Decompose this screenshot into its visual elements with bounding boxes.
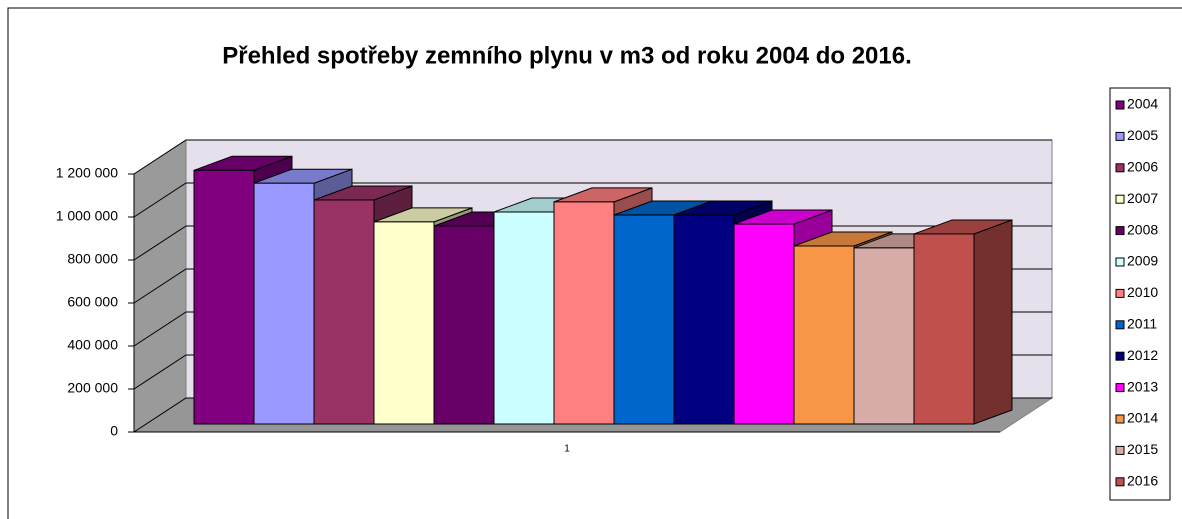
bar	[433, 225, 495, 425]
bar	[313, 199, 375, 425]
x-tick-label: 1	[564, 444, 570, 455]
legend-label: 2015	[1127, 441, 1158, 457]
legend-swatch	[1115, 320, 1125, 330]
y-tick-label: 0	[110, 423, 118, 439]
legend-swatch	[1115, 226, 1125, 236]
bar	[853, 247, 915, 425]
legend-label: 2007	[1127, 190, 1158, 206]
legend-label: 2013	[1127, 378, 1158, 394]
chart-title: Přehled spotřeby zemního plynu v m3 od r…	[222, 42, 912, 69]
legend-swatch	[1115, 414, 1125, 424]
grid-line	[133, 139, 1052, 175]
legend-swatch	[1115, 163, 1125, 173]
bar	[733, 223, 795, 425]
legend-swatch	[1115, 351, 1125, 361]
legend-label: 2009	[1127, 253, 1158, 269]
legend-label: 2008	[1127, 221, 1158, 237]
chart-frame	[7, 7, 1182, 519]
y-tick-label: 1 200 000	[56, 165, 118, 181]
legend-label: 2011	[1127, 316, 1157, 332]
legend-swatch	[1115, 288, 1125, 298]
legend-swatch	[1115, 383, 1125, 393]
legend-label: 2012	[1127, 347, 1158, 363]
legend-label: 2005	[1127, 127, 1158, 143]
y-tick-label: 800 000	[67, 251, 118, 267]
y-tick-label: 1 000 000	[56, 208, 118, 224]
legend-swatch	[1115, 131, 1125, 141]
legend-swatch	[1115, 445, 1125, 455]
legend-label: 2006	[1127, 159, 1158, 175]
bar	[253, 182, 315, 425]
legend-swatch	[1115, 100, 1125, 110]
bar	[493, 211, 555, 425]
bar	[193, 169, 255, 425]
legend-swatch	[1115, 194, 1125, 204]
legend-swatch	[1115, 257, 1125, 267]
bar	[793, 245, 855, 425]
y-tick-label: 600 000	[67, 294, 118, 310]
y-tick-label: 400 000	[67, 337, 118, 353]
bar	[673, 214, 735, 425]
legend-swatch	[1115, 477, 1125, 487]
bar	[913, 233, 975, 425]
legend-label: 2014	[1127, 410, 1158, 426]
bar	[373, 221, 435, 425]
bar	[613, 214, 675, 425]
legend-label: 2010	[1127, 284, 1158, 300]
legend-label: 2016	[1127, 473, 1158, 489]
bar-side	[973, 219, 1013, 425]
bar	[553, 201, 615, 425]
y-tick-label: 200 000	[67, 380, 118, 396]
legend-label: 2004	[1127, 96, 1158, 112]
grid-line	[133, 182, 1052, 218]
